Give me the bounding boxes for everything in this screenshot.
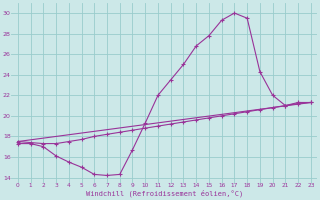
X-axis label: Windchill (Refroidissement éolien,°C): Windchill (Refroidissement éolien,°C) bbox=[86, 190, 243, 197]
